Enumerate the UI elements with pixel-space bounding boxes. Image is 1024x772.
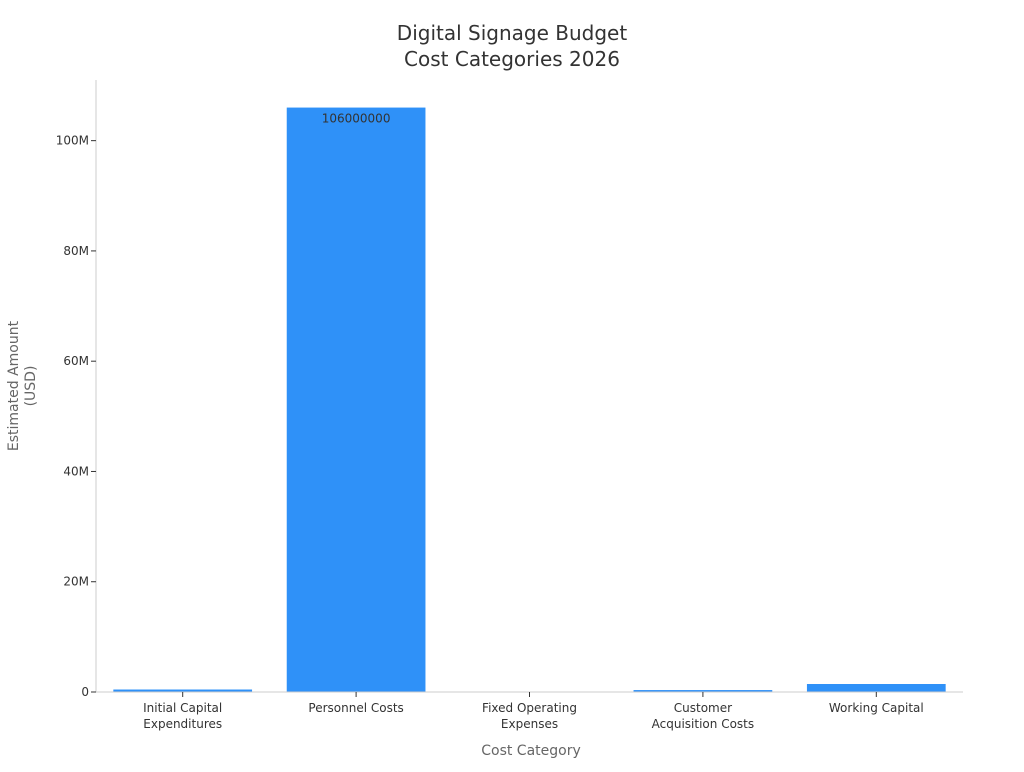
- x-axis-title: Cost Category: [481, 743, 581, 759]
- y-tick-label: 80M: [63, 244, 89, 258]
- x-tick-label: Working Capital: [829, 701, 924, 715]
- chart-title-line-1: Digital Signage Budget: [397, 21, 628, 45]
- y-axis-title: Estimated Amount (USD): [6, 320, 39, 451]
- y-tick-label: 0: [81, 685, 89, 699]
- y-tick-label: 100M: [56, 134, 89, 148]
- bar: [286, 107, 426, 692]
- y-axis-ticks: 0 20M 40M 60M 80M 100M: [56, 134, 96, 699]
- bar-data-label: 106000000: [322, 112, 391, 126]
- y-tick-label: 60M: [63, 354, 89, 368]
- y-axis-title-line-1: Estimated Amount: [6, 320, 22, 451]
- x-tick-label: Initial Capital Expenditures: [143, 701, 222, 731]
- x-tick-label: Fixed Operating Expenses: [482, 701, 577, 731]
- bar: [806, 684, 946, 692]
- y-axis-title-line-2: (USD): [23, 366, 39, 407]
- bar: [633, 690, 773, 692]
- bar: [113, 689, 253, 692]
- bars-group: [113, 107, 946, 692]
- y-tick-label: 40M: [63, 464, 89, 478]
- x-axis-ticks: Initial Capital Expenditures Personnel Cos…: [143, 692, 924, 731]
- y-tick-label: 20M: [63, 575, 89, 589]
- x-tick-label: Personnel Costs: [308, 701, 403, 715]
- x-tick-label: Customer Acquisition Costs: [652, 701, 754, 731]
- chart-title-line-2: Cost Categories 2026: [404, 47, 620, 71]
- bar-labels-group: 106000000: [322, 112, 391, 126]
